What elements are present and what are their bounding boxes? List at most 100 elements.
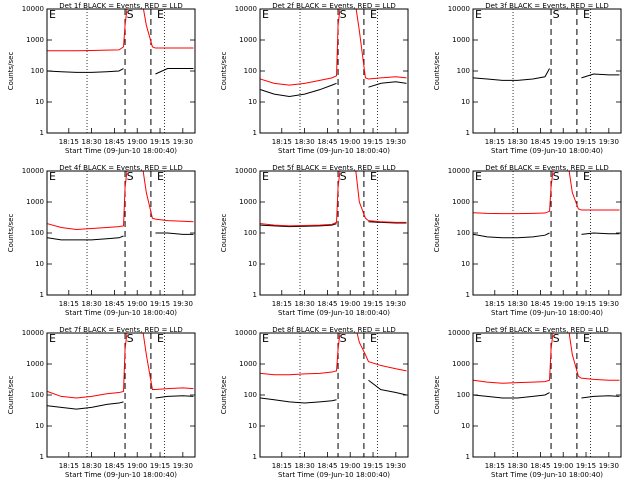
x-tick-label: 19:15 — [363, 300, 383, 308]
y-axis-label: Counts/sec — [220, 214, 228, 253]
chart-title: Det 5f BLACK = Events, RED = LLD — [272, 164, 395, 172]
y-tick-label: 10 — [248, 422, 257, 430]
annotation: E — [49, 332, 56, 345]
x-tick-label: 19:00 — [553, 300, 573, 308]
y-axis-label: Counts/sec — [220, 52, 228, 91]
x-tick-label: 18:30 — [82, 462, 102, 470]
annotation: S — [127, 170, 134, 183]
series-line — [47, 171, 194, 230]
y-tick-label: 10000 — [235, 5, 257, 13]
y-tick-label: 1 — [466, 291, 470, 299]
series-line — [473, 232, 620, 239]
series-line — [260, 333, 407, 376]
annotation: E — [583, 170, 590, 183]
annotation: E — [370, 170, 377, 183]
y-tick-label: 1 — [253, 453, 257, 461]
y-tick-label: 100 — [31, 67, 44, 75]
x-tick-label: 19:00 — [340, 462, 360, 470]
series-line — [260, 171, 407, 227]
y-tick-label: 10000 — [22, 5, 44, 13]
y-tick-label: 100 — [457, 67, 470, 75]
x-axis-label: Start Time (09-Jun-10 18:00:40) — [278, 471, 390, 479]
x-tick-label: 19:00 — [127, 138, 147, 146]
x-axis-label: Start Time (09-Jun-10 18:00:40) — [65, 147, 177, 155]
annotation: E — [157, 8, 164, 21]
x-tick-label: 18:30 — [295, 300, 315, 308]
x-tick-label: 18:45 — [104, 462, 124, 470]
x-tick-label: 18:30 — [508, 300, 528, 308]
panel: Det 9f BLACK = Events, RED = LLD Counts/s… — [433, 326, 622, 479]
y-tick-label: 1000 — [26, 360, 44, 368]
x-tick-label: 18:15 — [59, 138, 79, 146]
annotation: E — [370, 332, 377, 345]
annotation: E — [157, 170, 164, 183]
plot-frame — [259, 8, 409, 134]
x-axis-label: Start Time (09-Jun-10 18:00:40) — [65, 471, 177, 479]
y-tick-label: 100 — [31, 229, 44, 237]
y-tick-label: 10 — [461, 98, 470, 106]
y-axis-label: Counts/sec — [7, 52, 15, 91]
y-tick-label: 1 — [466, 129, 470, 137]
plot-frame — [259, 170, 409, 296]
x-tick-label: 18:15 — [272, 300, 292, 308]
plot-frame — [259, 332, 409, 458]
chart-title: Det 4f BLACK = Events, RED = LLD — [59, 164, 182, 172]
x-tick-label: 18:30 — [82, 138, 102, 146]
series-line — [47, 9, 194, 52]
y-tick-label: 10 — [248, 260, 257, 268]
y-tick-label: 1 — [466, 453, 470, 461]
y-tick-label: 1 — [40, 129, 44, 137]
y-tick-label: 1000 — [452, 198, 470, 206]
annotation: E — [475, 8, 482, 21]
y-tick-label: 1 — [253, 129, 257, 137]
y-tick-label: 1000 — [239, 360, 257, 368]
annotation: E — [49, 170, 56, 183]
chart-title: Det 8f BLACK = Events, RED = LLD — [272, 326, 395, 334]
x-tick-label: 19:15 — [150, 462, 170, 470]
x-tick-label: 19:15 — [363, 138, 383, 146]
annotation: E — [475, 332, 482, 345]
y-tick-label: 10000 — [22, 329, 44, 337]
annotation: E — [475, 170, 482, 183]
annotation: S — [553, 170, 560, 183]
annotation: S — [553, 8, 560, 21]
series-line — [473, 171, 620, 215]
y-tick-label: 1000 — [239, 36, 257, 44]
chart-title: Det 7f BLACK = Events, RED = LLD — [59, 326, 182, 334]
x-tick-label: 18:45 — [530, 300, 550, 308]
x-tick-label: 19:30 — [599, 300, 619, 308]
y-tick-label: 10 — [461, 260, 470, 268]
x-tick-label: 18:30 — [508, 462, 528, 470]
annotation: E — [262, 8, 269, 21]
plot-frame — [472, 8, 622, 134]
x-tick-label: 19:30 — [386, 462, 406, 470]
y-tick-label: 1000 — [452, 360, 470, 368]
y-tick-label: 10000 — [22, 167, 44, 175]
y-axis-label: Counts/sec — [433, 214, 441, 253]
x-axis-label: Start Time (09-Jun-10 18:00:40) — [491, 471, 603, 479]
y-tick-label: 10 — [248, 98, 257, 106]
annotation: S — [553, 332, 560, 345]
panel: Det 7f BLACK = Events, RED = LLD Counts/s… — [7, 326, 196, 479]
y-axis-label: Counts/sec — [7, 214, 15, 253]
series-line — [260, 379, 407, 404]
x-tick-label: 18:45 — [530, 138, 550, 146]
plot-frame — [46, 8, 196, 134]
series-line — [473, 392, 620, 399]
x-tick-label: 19:15 — [363, 462, 383, 470]
series-line — [47, 395, 194, 410]
x-tick-label: 18:15 — [59, 462, 79, 470]
x-tick-label: 19:30 — [599, 462, 619, 470]
panel: Det 8f BLACK = Events, RED = LLD Counts/s… — [220, 326, 409, 479]
x-tick-label: 19:30 — [173, 462, 193, 470]
series-line — [260, 221, 407, 228]
x-tick-label: 18:15 — [272, 138, 292, 146]
y-tick-label: 10000 — [448, 167, 470, 175]
y-tick-label: 10000 — [448, 5, 470, 13]
x-tick-label: 19:15 — [576, 138, 596, 146]
panel: Det 6f BLACK = Events, RED = LLD Counts/s… — [433, 164, 622, 317]
x-tick-label: 19:00 — [553, 138, 573, 146]
x-tick-label: 18:45 — [317, 138, 337, 146]
x-tick-label: 19:00 — [553, 462, 573, 470]
